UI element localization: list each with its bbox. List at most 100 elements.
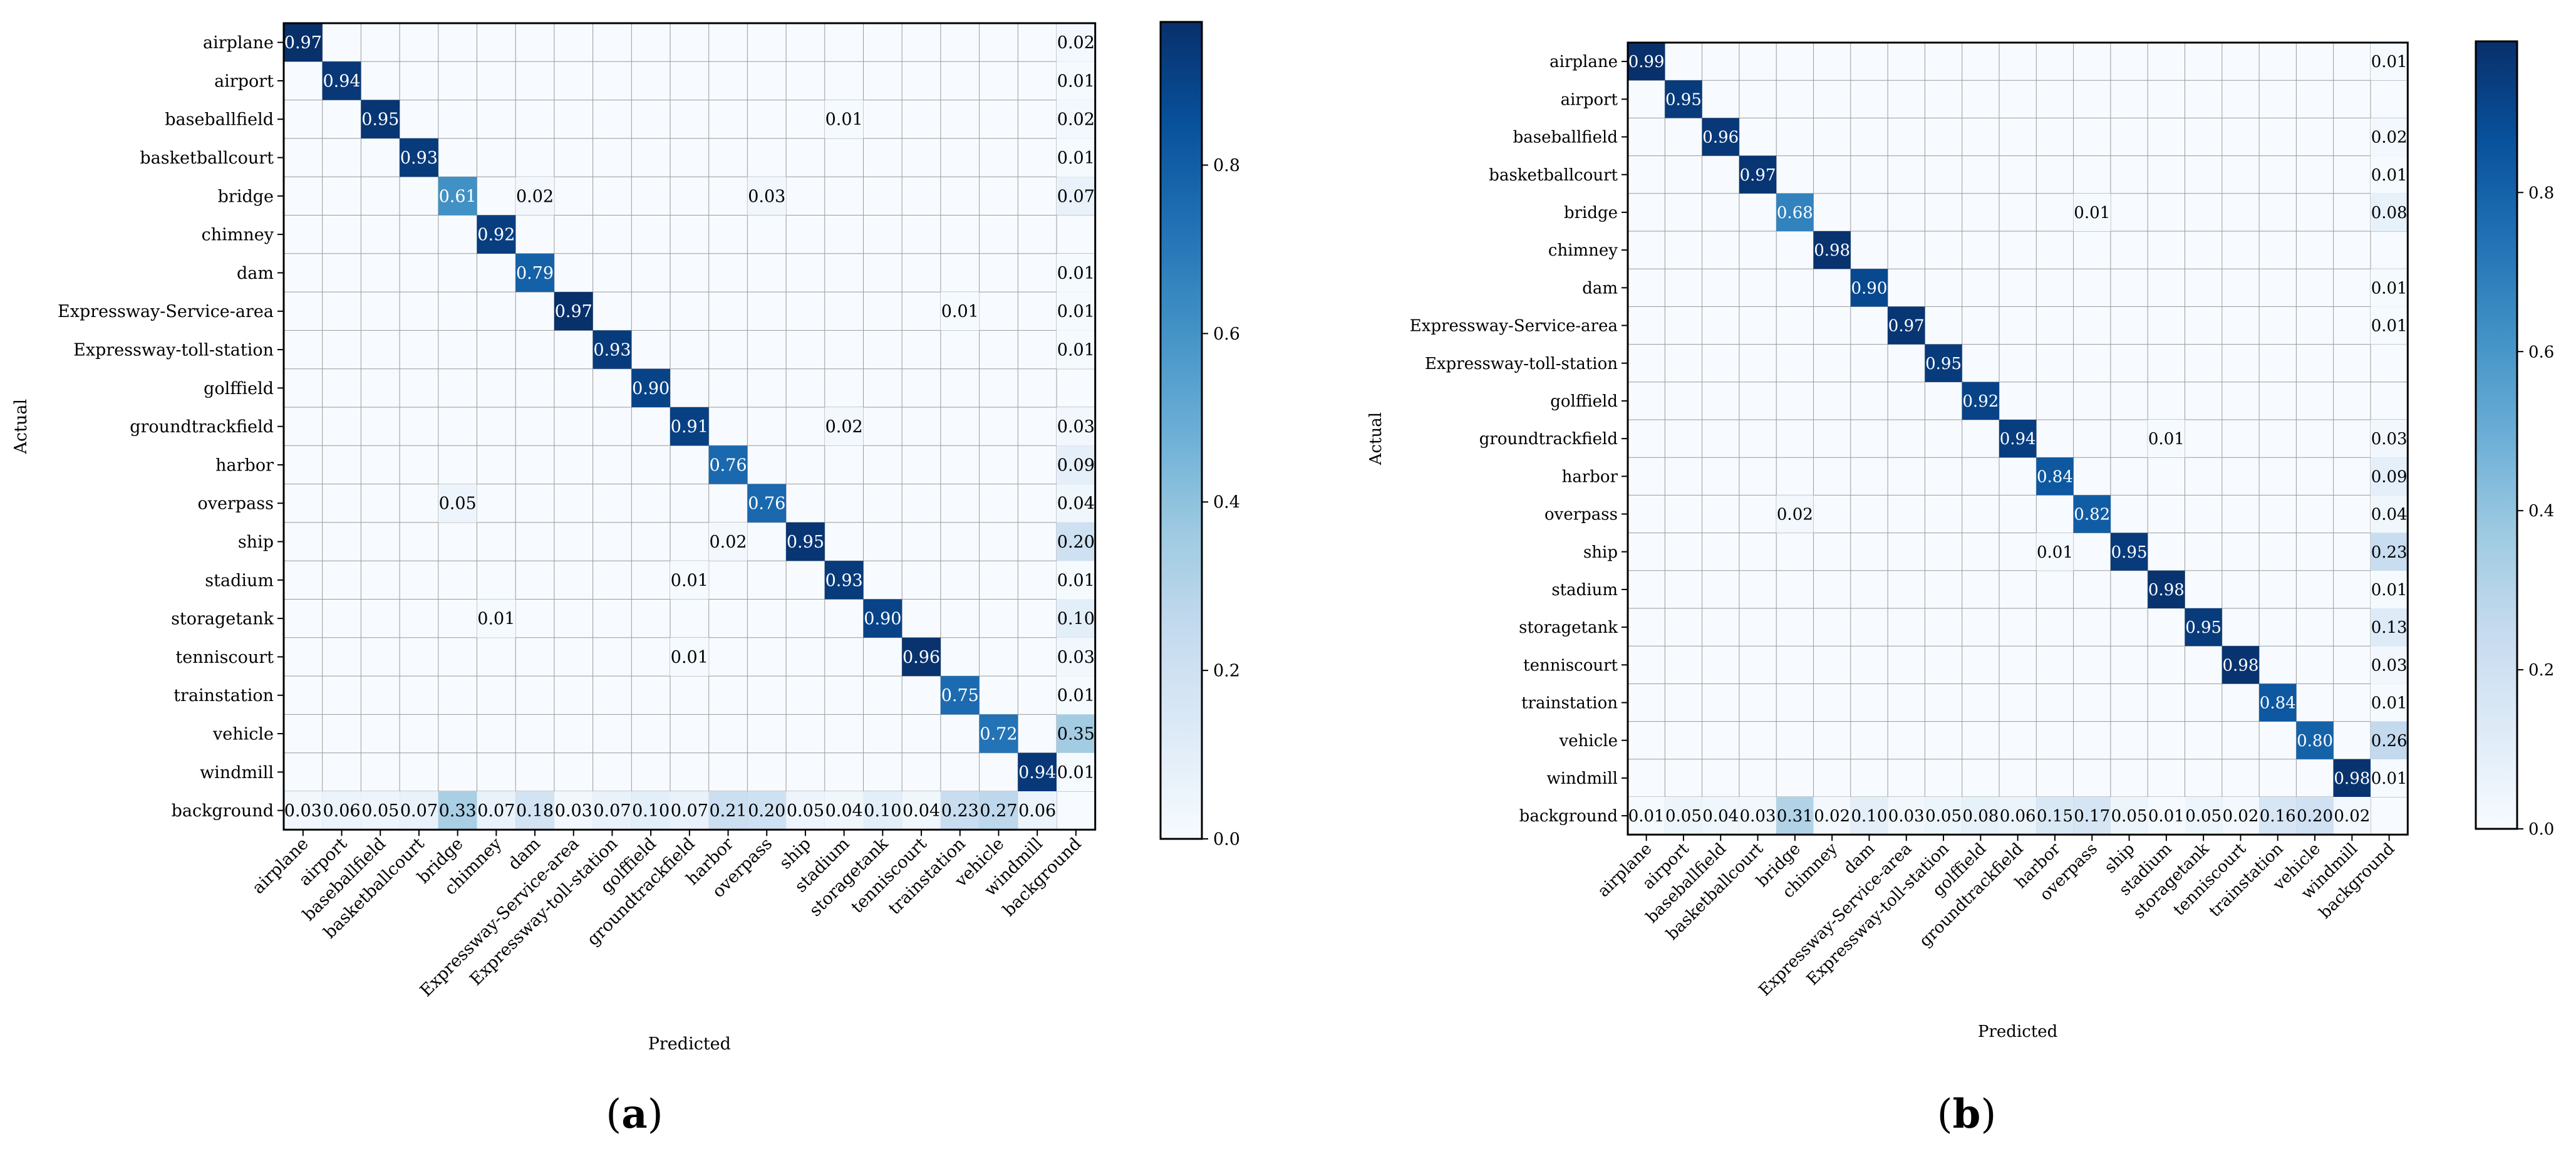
cell-value-label: 0.27 (980, 801, 1017, 821)
y-axis-label: Actual (11, 399, 31, 455)
cell-value-label: 0.05 (1665, 807, 1702, 826)
heatmap-cell (2371, 457, 2408, 496)
cell-value-label: 0.02 (825, 417, 863, 437)
heatmap-cell (2371, 721, 2408, 759)
y-tick-label: stadium (1551, 581, 1618, 600)
heatmap-cell (940, 676, 980, 715)
colorbar-tick-label: 0.6 (1213, 325, 1240, 344)
heatmap-cell (979, 714, 1018, 753)
cell-value-label: 0.02 (1814, 807, 1850, 826)
y-tick-label: overpass (198, 494, 274, 514)
cell-value-label: 0.95 (1665, 90, 1702, 109)
heatmap-cell (902, 791, 941, 830)
heatmap-cell (1776, 193, 1814, 231)
y-tick-label: groundtrackfield (1479, 430, 1618, 449)
heatmap-cell (477, 599, 516, 638)
heatmap-cell (863, 599, 903, 638)
y-tick-label: trainstation (173, 686, 274, 705)
heatmap-cell (284, 791, 323, 830)
heatmap-cell (747, 484, 787, 522)
heatmap-cell (515, 791, 554, 830)
cell-value-label: 0.05 (361, 801, 399, 821)
cell-value-label: 0.08 (1962, 807, 1999, 826)
colorbar-tick-label: 0.0 (1213, 829, 1240, 849)
x-axis-label: Predicted (1978, 1022, 2057, 1041)
colorbar (1159, 21, 1203, 840)
colorbar-tick-label: 0.6 (2528, 343, 2554, 361)
x-tick-label: airplane (249, 834, 313, 898)
heatmap-cell (2148, 420, 2185, 458)
y-tick-label: airport (214, 71, 274, 91)
cell-value-label: 0.01 (671, 571, 708, 590)
cell-value-label: 0.68 (1777, 204, 1813, 222)
cell-value-label: 0.13 (2371, 618, 2408, 637)
cell-value-label: 0.02 (1057, 33, 1095, 53)
heatmap-cell (2371, 684, 2408, 722)
y-tick-label: background (172, 801, 274, 821)
colorbar-tick-label: 0.2 (2528, 661, 2554, 680)
heatmap-cell (1057, 676, 1095, 715)
heatmap-cell (1962, 797, 1999, 835)
heatmap-cell (438, 484, 477, 522)
y-tick-label: Expressway-Service-area (58, 302, 274, 321)
heatmap-cell (1057, 407, 1095, 446)
cell-value-label: 0.03 (1057, 648, 1095, 667)
cell-value-label: 0.98 (2223, 656, 2259, 675)
heatmap-cell (1057, 522, 1095, 561)
cell-value-label: 0.90 (864, 610, 901, 629)
cell-value-label: 0.84 (2037, 467, 2073, 486)
heatmap-cell (940, 791, 980, 830)
cell-value-label: 0.97 (1888, 317, 1925, 336)
cell-value-label: 0.04 (903, 801, 940, 821)
cell-value-label: 0.10 (632, 801, 670, 821)
cell-value-label: 0.97 (284, 33, 322, 53)
cell-value-label: 0.03 (1740, 807, 1776, 826)
heatmap-cell (1999, 797, 2037, 835)
cell-value-label: 0.09 (2371, 467, 2408, 486)
cell-value-label: 0.75 (941, 686, 979, 705)
y-tick-label: harbor (1562, 467, 1618, 486)
cell-value-label: 0.02 (516, 187, 554, 206)
cell-value-label: 0.04 (1057, 494, 1095, 514)
heatmap-cell (2259, 797, 2297, 835)
heatmap-cell (554, 791, 593, 830)
y-tick-label: groundtrackfield (130, 417, 274, 437)
heatmap-cell (1057, 637, 1095, 677)
heatmap-cell (1739, 155, 1777, 194)
cell-value-label: 0.98 (1814, 241, 1850, 260)
heatmap-cell (670, 561, 709, 600)
cell-value-label: 0.97 (555, 302, 592, 321)
cell-value-label: 0.96 (1702, 128, 1739, 147)
heatmap-cell (2036, 457, 2074, 496)
y-tick-label: ship (1583, 543, 1618, 562)
cell-value-label: 0.08 (2371, 204, 2408, 222)
cell-value-label: 0.95 (2185, 618, 2222, 637)
cell-value-label: 0.94 (2000, 430, 2036, 449)
heatmap-cell (1962, 382, 1999, 420)
cell-value-label: 0.01 (1057, 686, 1095, 705)
cell-value-label: 0.93 (400, 148, 438, 168)
heatmap-cell (940, 292, 980, 331)
heatmap-cell (2296, 797, 2334, 835)
cell-value-label: 0.01 (1057, 71, 1095, 91)
cell-value-label: 0.01 (477, 610, 515, 629)
cell-value-label: 0.96 (903, 648, 940, 667)
cell-value-label: 0.01 (2371, 53, 2408, 71)
cell-value-label: 0.01 (1057, 264, 1095, 283)
heatmap-cell (2073, 495, 2111, 533)
heatmap-cell (2036, 533, 2074, 571)
cell-value-label: 0.31 (1777, 807, 1813, 826)
heatmap-cell (2371, 269, 2408, 307)
heatmap-cell (2333, 759, 2371, 797)
heatmap-cell (1057, 61, 1095, 100)
cell-value-label: 0.01 (2371, 166, 2408, 185)
heatmap-cell (1057, 445, 1095, 484)
y-tick-label: airplane (203, 33, 274, 53)
y-tick-label: windmill (1546, 769, 1618, 788)
heatmap-cell (1888, 797, 1925, 835)
y-tick-label: background (1519, 807, 1618, 826)
colorbar-tick-label: 0.4 (1213, 493, 1240, 512)
heatmap-cell (2110, 533, 2148, 571)
y-tick-label: trainstation (1521, 694, 1618, 713)
